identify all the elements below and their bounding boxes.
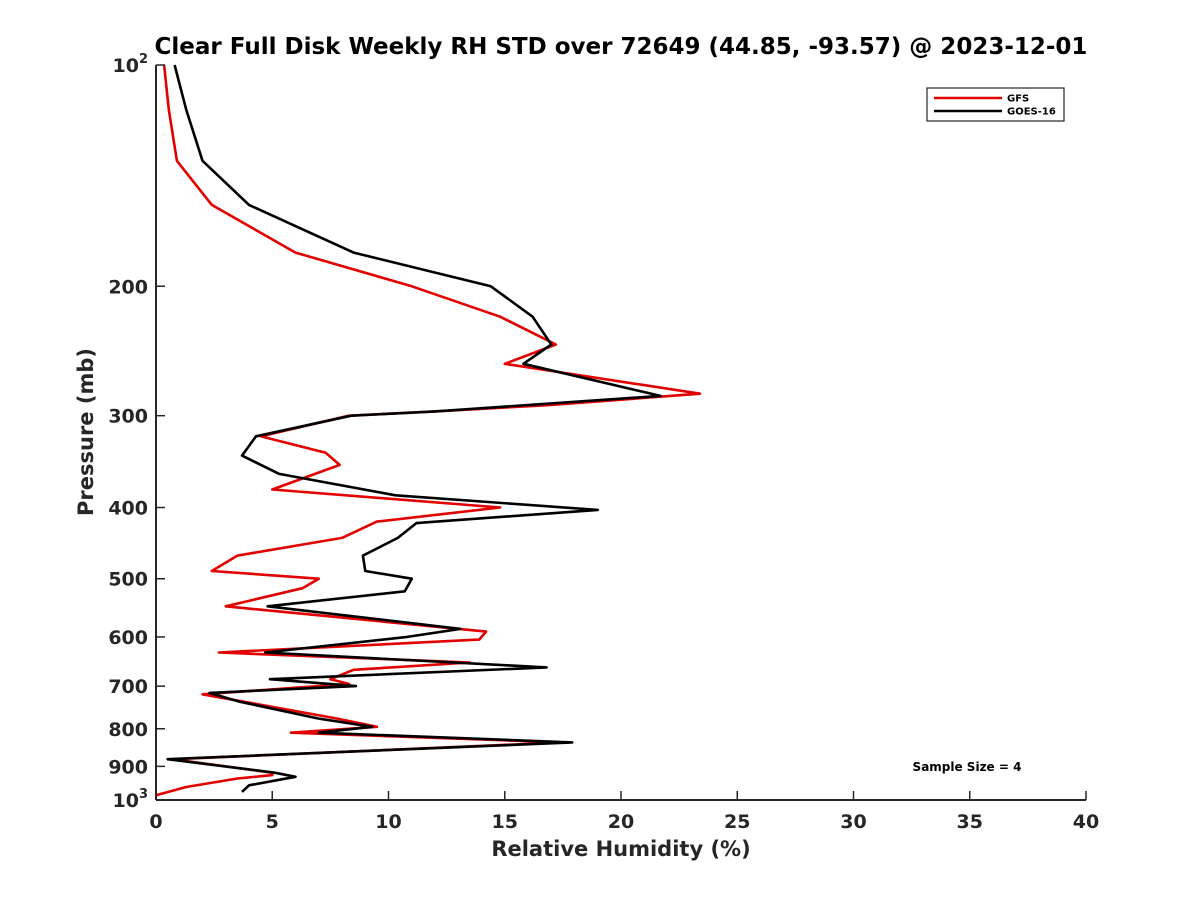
legend-label-gfs: GFS — [1007, 94, 1029, 105]
y-tick-label: 900 — [108, 756, 148, 778]
y-axis-ticks: 102 200 300 400 500 600 700 800 900 103 — [108, 52, 165, 812]
series-line-gfs — [155, 64, 702, 797]
x-tick-label: 20 — [608, 811, 634, 833]
y-tick-label: 800 — [108, 719, 148, 741]
y-tick-label: 600 — [108, 627, 148, 649]
x-tick-label: 15 — [492, 811, 518, 833]
y-axis-label: Pressure (mb) — [74, 348, 98, 516]
legend-box — [926, 87, 1065, 122]
legend-label-goes16: GOES-16 — [1007, 107, 1056, 118]
x-axis-label: Relative Humidity (%) — [491, 837, 750, 861]
y-tick-label: 300 — [108, 406, 148, 428]
y-tick-label: 700 — [108, 676, 148, 698]
x-tick-label: 40 — [1073, 811, 1099, 833]
y-tick-label: 102 — [113, 52, 149, 77]
legend: GFS GOES-16 — [926, 87, 1065, 122]
x-tick-label: 0 — [149, 811, 162, 833]
series-line-goes16 — [166, 64, 662, 793]
y-tick-label: 500 — [108, 569, 148, 591]
x-tick-label: 30 — [840, 811, 866, 833]
series-layer — [155, 64, 702, 797]
x-tick-label: 10 — [375, 811, 401, 833]
y-tick-label: 200 — [108, 276, 148, 298]
sample-size-annotation: Sample Size = 4 — [913, 760, 1022, 774]
x-tick-label: 25 — [724, 811, 750, 833]
x-tick-label: 35 — [957, 811, 983, 833]
x-tick-label: 5 — [266, 811, 279, 833]
x-axis-ticks: 0 5 10 15 20 25 30 35 40 — [149, 791, 1099, 833]
y-tick-label: 103 — [113, 787, 149, 812]
y-tick-label: 400 — [108, 498, 148, 520]
chart-title: Clear Full Disk Weekly RH STD over 72649… — [155, 34, 1088, 60]
